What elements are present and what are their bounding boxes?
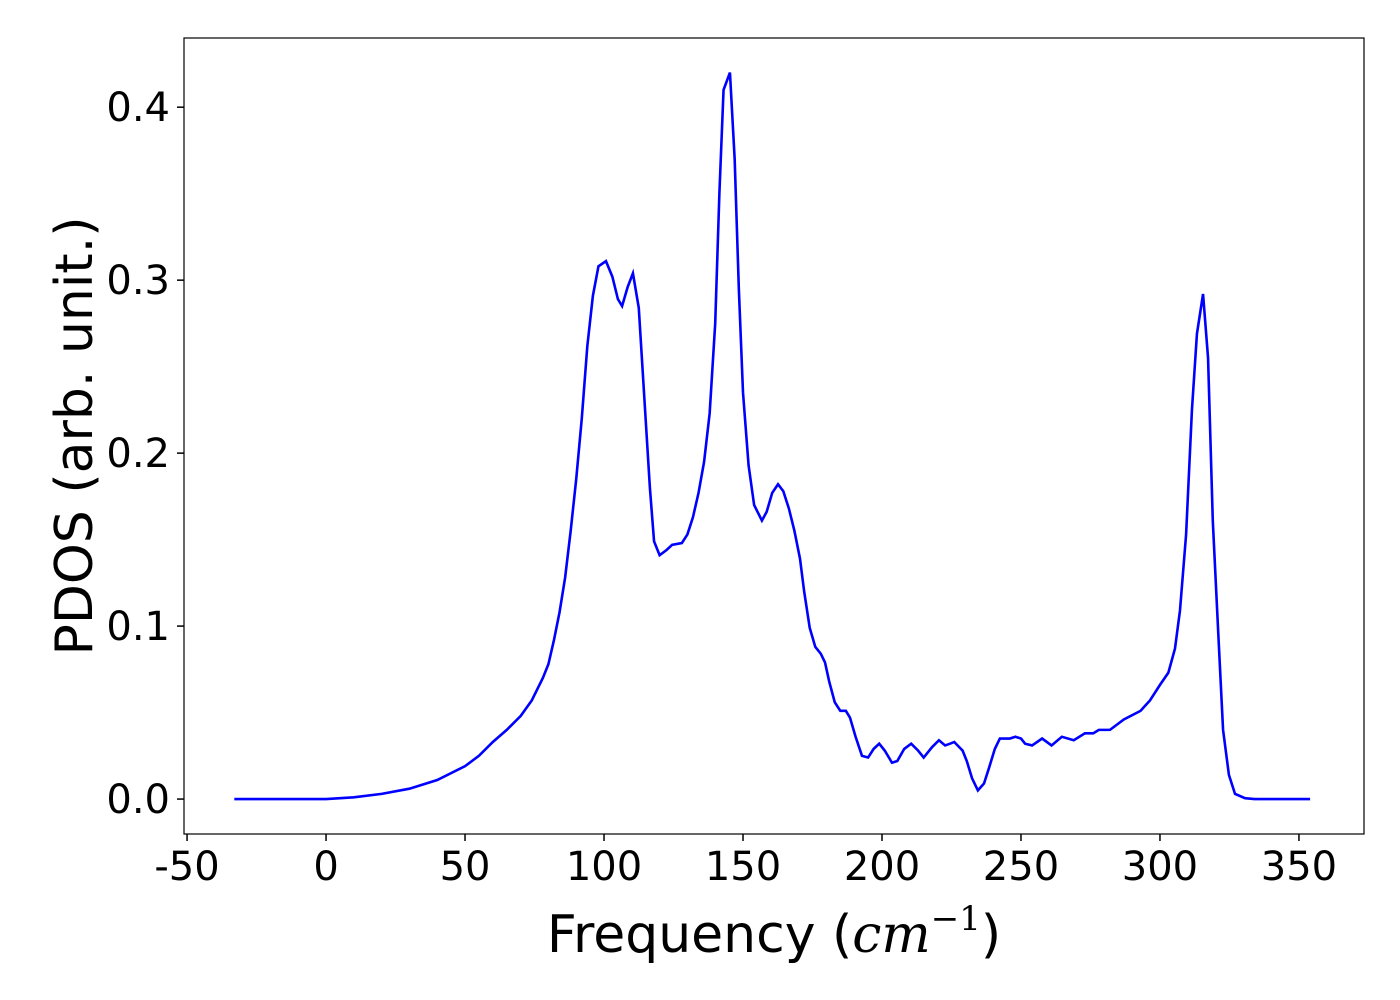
x-label-text: Frequency ( xyxy=(547,905,852,965)
y-axis-label: PDOS (arb. unit.) xyxy=(45,216,105,655)
x-tick-label: 150 xyxy=(705,844,781,890)
y-tick-label: 0.3 xyxy=(106,258,170,304)
x-tick-label: 100 xyxy=(566,844,642,890)
x-axis-label: Frequency (cm−1) xyxy=(547,899,1001,965)
x-tick-label: 250 xyxy=(983,844,1059,890)
x-tick-label: 0 xyxy=(313,844,338,890)
x-tick-label: -50 xyxy=(154,844,219,890)
y-tick-label: 0.4 xyxy=(106,85,170,131)
x-label-math: cm xyxy=(852,905,930,965)
data-line xyxy=(234,72,1311,801)
y-tick-label: 0.0 xyxy=(106,777,170,823)
x-tick-label: 200 xyxy=(844,844,920,890)
y-tick-label: 0.1 xyxy=(106,604,170,650)
x-tick-label: 350 xyxy=(1261,844,1337,890)
x-label-sup: −1 xyxy=(931,899,981,939)
plot-frame xyxy=(183,37,1365,835)
x-tick-label: 300 xyxy=(1122,844,1198,890)
x-tick-label: 50 xyxy=(440,844,491,890)
y-tick-label: 0.2 xyxy=(106,431,170,477)
x-label-close: ) xyxy=(981,905,1001,965)
